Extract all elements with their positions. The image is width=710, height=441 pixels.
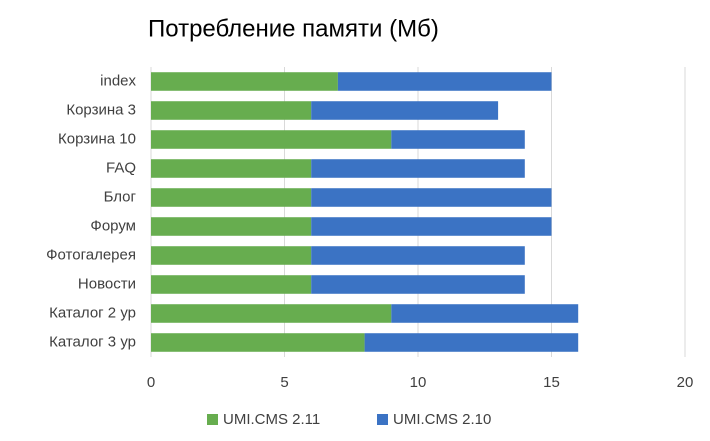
bar	[151, 72, 338, 91]
bar	[391, 130, 525, 149]
bar	[151, 275, 312, 294]
bar	[311, 217, 552, 236]
bar	[391, 304, 579, 323]
y-tick-label: Новости	[78, 275, 136, 292]
bar	[151, 101, 312, 120]
bar	[151, 159, 312, 178]
x-tick-label: 20	[677, 374, 694, 391]
bar	[151, 333, 365, 352]
bar	[151, 304, 392, 323]
x-tick-label: 15	[543, 374, 560, 391]
x-tick-label: 0	[147, 374, 155, 391]
y-tick-label: Каталог 3 ур	[49, 333, 136, 350]
x-tick-label: 5	[280, 374, 288, 391]
y-tick-label: Фотогалерея	[46, 246, 136, 263]
bar	[311, 188, 552, 207]
legend-swatch	[207, 414, 218, 425]
y-tick-label: index	[100, 72, 136, 89]
legend-swatch	[377, 414, 388, 425]
y-tick-label: Блог	[104, 188, 137, 205]
legend-label: UMI.CMS 2.10	[393, 411, 491, 428]
chart-title: Потребление памяти (Мб)	[148, 15, 439, 42]
y-tick-label: Каталог 2 ур	[49, 304, 136, 321]
y-tick-label: Корзина 10	[58, 130, 136, 147]
bar	[151, 217, 312, 236]
bar	[151, 246, 312, 265]
bar	[337, 72, 552, 91]
y-tick-label: Корзина 3	[66, 101, 136, 118]
x-tick-label: 10	[410, 374, 427, 391]
bar	[151, 130, 392, 149]
y-tick-label: FAQ	[106, 159, 136, 176]
bar	[311, 275, 525, 294]
bar	[311, 246, 525, 265]
bar	[151, 188, 312, 207]
bar	[311, 101, 499, 120]
legend-label: UMI.CMS 2.11	[223, 411, 320, 428]
bar	[311, 159, 525, 178]
bar	[364, 333, 579, 352]
y-tick-label: Форум	[90, 217, 136, 234]
